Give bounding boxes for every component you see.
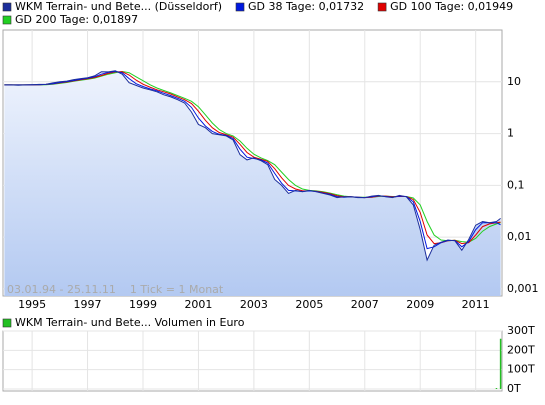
legend-label: GD 100 Tage: 0,01949 — [390, 0, 513, 13]
y-tick-label: 100T — [507, 363, 535, 376]
y-tick-label: 1 — [507, 127, 514, 140]
x-tick-label: 2001 — [184, 298, 212, 311]
y-tick-label: 0T — [507, 382, 521, 395]
volume-bar — [499, 338, 502, 389]
x-tick-label: 2011 — [462, 298, 490, 311]
x-tick-label: 2005 — [295, 298, 323, 311]
y-tick-label: 0,001 — [507, 282, 539, 295]
annotation: 03.01.94 - 25.11.11 1 Tick = 1 Monat — [7, 283, 224, 296]
legend-swatch — [2, 2, 12, 12]
x-tick-label: 1995 — [18, 298, 46, 311]
area — [4, 70, 501, 296]
legend-label: WKM Terrain- und Bete... (Düsseldorf) — [15, 0, 222, 13]
y-tick-label: 0,1 — [507, 178, 525, 191]
legend-swatch — [2, 318, 12, 328]
x-tick-label: 1999 — [129, 298, 157, 311]
legend-label: GD 200 Tage: 0,01897 — [15, 13, 138, 26]
y-tick-label: 10 — [507, 75, 521, 88]
series-line — [4, 70, 501, 262]
legend-swatch — [2, 15, 12, 25]
legend-label: GD 38 Tage: 0,01732 — [248, 0, 364, 13]
y-tick-label: 300T — [507, 324, 535, 337]
x-tick-label: 2003 — [240, 298, 268, 311]
y-tick-label: 0,01 — [507, 230, 532, 243]
y-tick-label: 200T — [507, 343, 535, 356]
volume-bar — [495, 388, 498, 389]
x-tick-label: 1997 — [74, 298, 102, 311]
x-tick-label: 2007 — [351, 298, 379, 311]
x-tick-label: 2009 — [406, 298, 434, 311]
volume-plot-area — [2, 330, 503, 392]
series-line — [4, 70, 501, 250]
legend-swatch — [377, 2, 387, 12]
legend-label: WKM Terrain- und Bete... Volumen in Euro — [15, 316, 245, 329]
legend-swatch — [235, 2, 245, 12]
